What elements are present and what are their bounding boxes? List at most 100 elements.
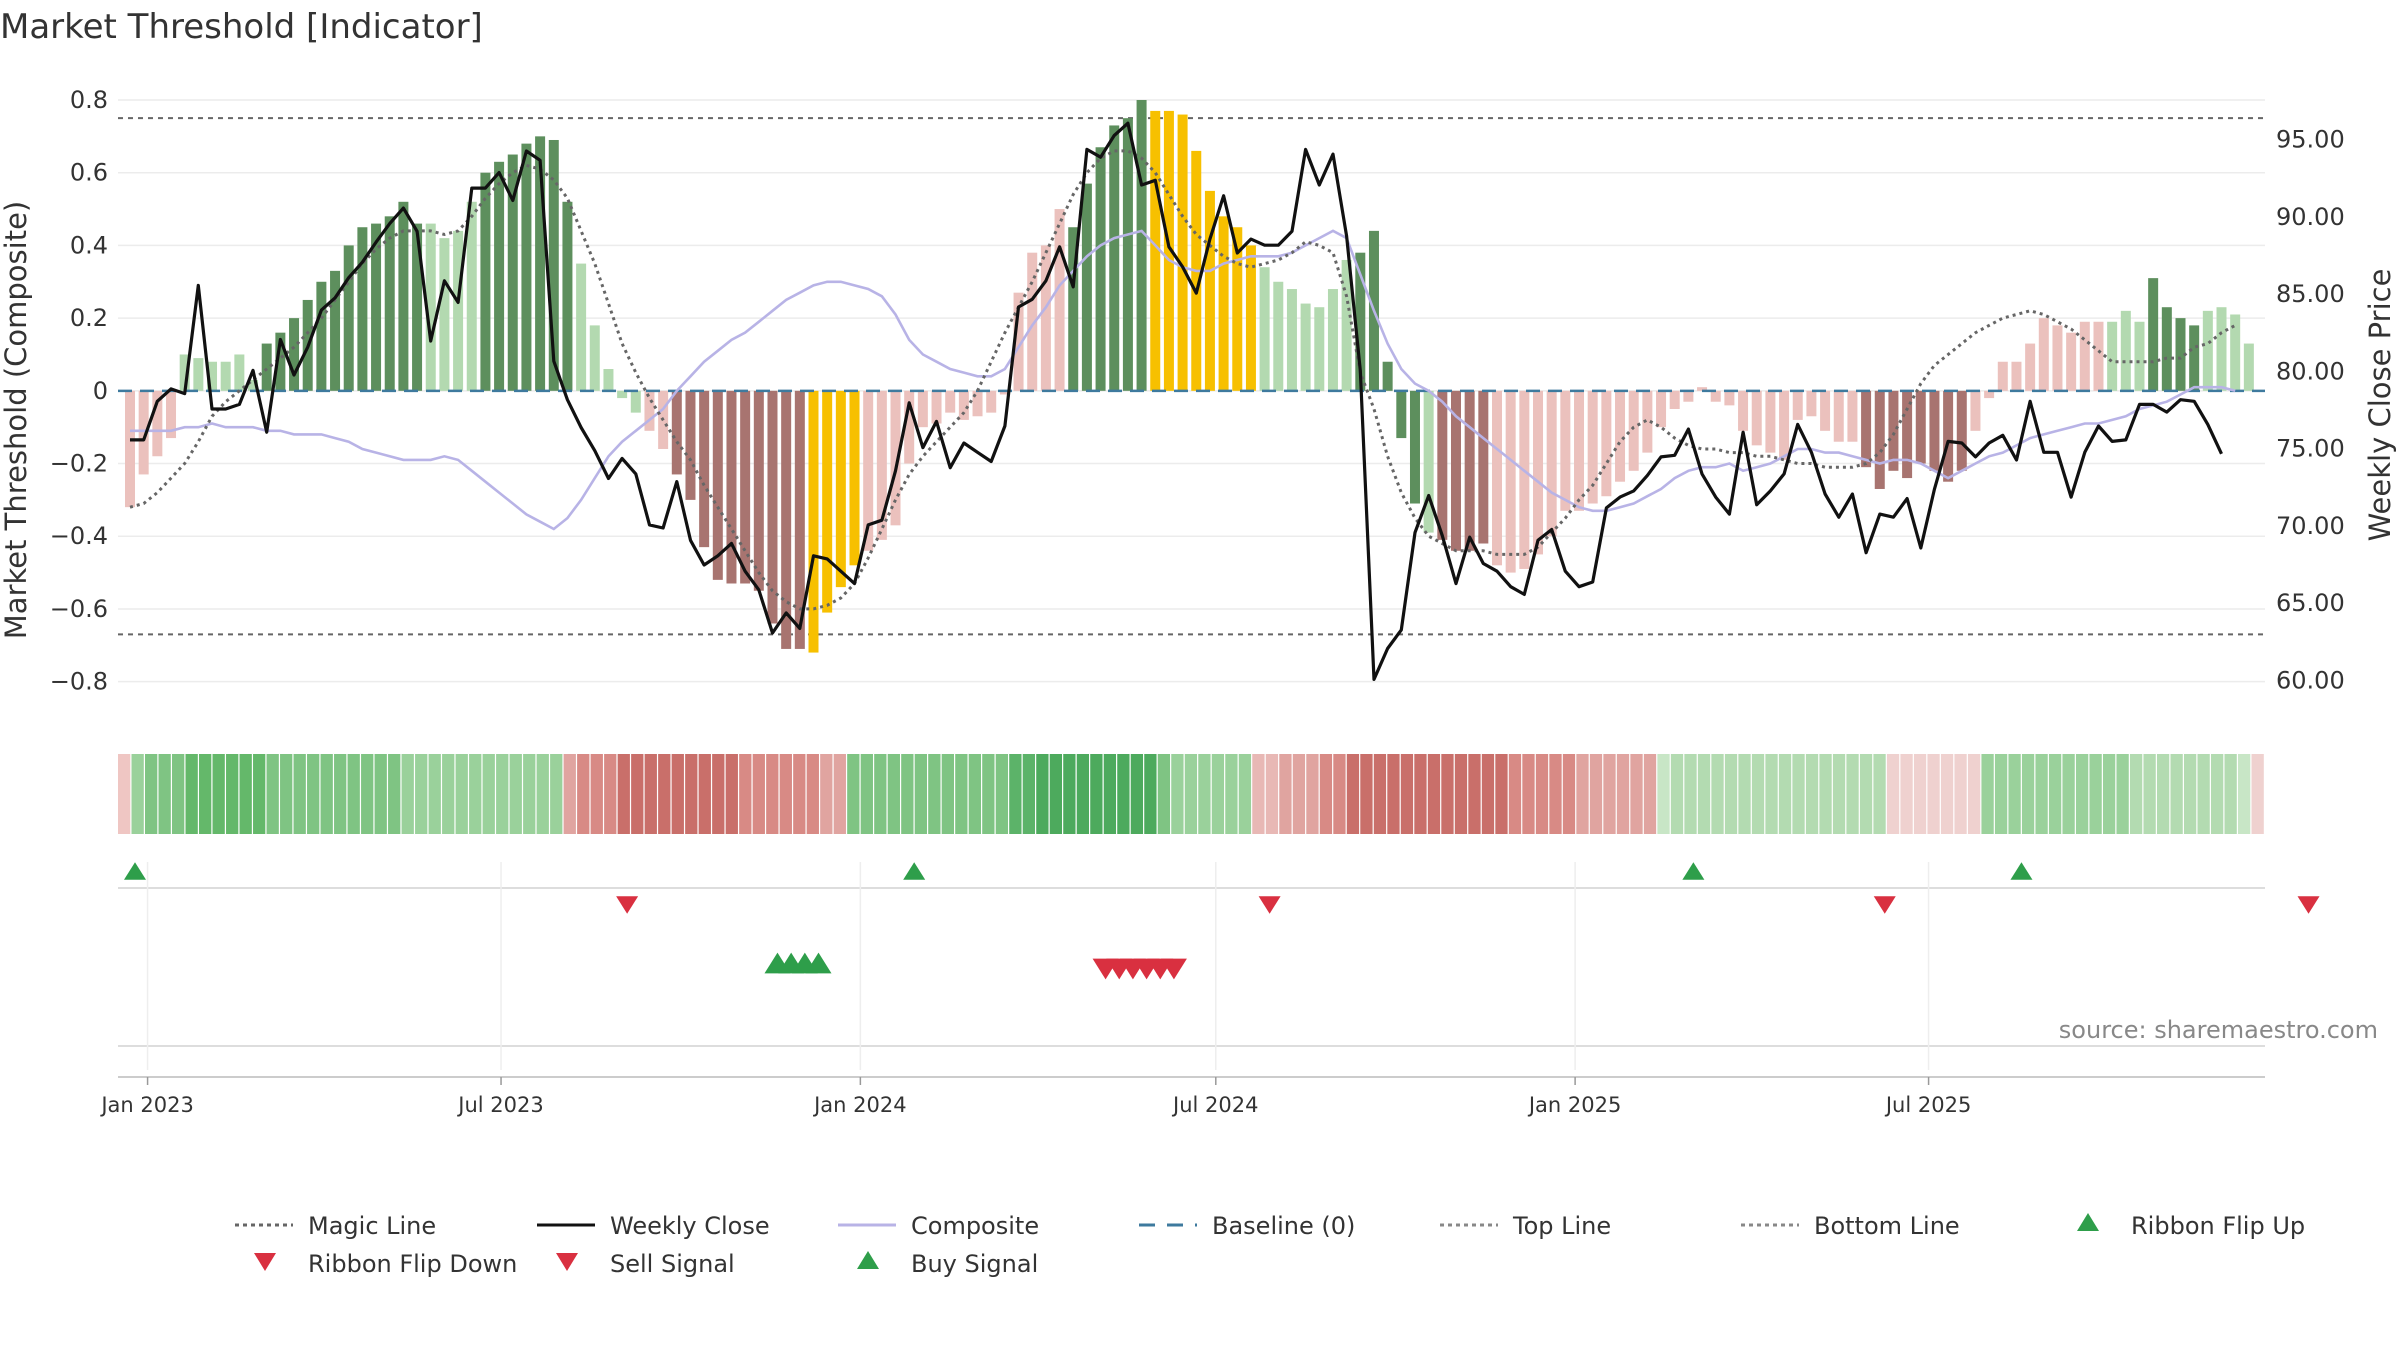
legend-label: Top Line [1512, 1212, 1611, 1240]
threshold-bar [1204, 190, 1215, 391]
ribbon-cell [1238, 754, 1252, 834]
threshold-bar [1450, 390, 1461, 551]
legend-label: Ribbon Flip Down [308, 1250, 517, 1278]
threshold-bar [890, 390, 901, 526]
threshold-bar [822, 390, 833, 613]
threshold-bar [576, 263, 587, 391]
ribbon-cell [2251, 754, 2264, 834]
ribbon-cell [1778, 754, 1792, 834]
ribbon-cell [1373, 754, 1387, 834]
ribbon-cell [1279, 754, 1292, 834]
ribbon-cell [2021, 754, 2035, 834]
right-tick-label: 60.00 [2276, 666, 2345, 694]
legend-label: Buy Signal [911, 1250, 1038, 1278]
legend-item: Top Line [1440, 1212, 1611, 1240]
threshold-bar [986, 390, 997, 413]
ribbon-flip-up-marker [903, 862, 926, 880]
ribbon-cell [2102, 754, 2116, 834]
ribbon-cell [887, 754, 900, 834]
threshold-bar [1122, 118, 1133, 391]
threshold-bar [220, 361, 231, 391]
threshold-bar [1724, 390, 1735, 406]
threshold-bar [1437, 390, 1448, 540]
ribbon-cell [1225, 754, 1238, 834]
threshold-bar [1929, 390, 1940, 471]
threshold-lines [118, 117, 2265, 636]
threshold-bar [685, 390, 696, 500]
threshold-bar [1013, 292, 1024, 391]
ribbon-cell [617, 754, 630, 834]
ribbon-cell [1427, 754, 1441, 834]
legend-item: Buy Signal [857, 1250, 1038, 1278]
ribbon-cell [280, 754, 293, 834]
ribbon-cell [1684, 754, 1697, 834]
threshold-bar [781, 390, 792, 649]
threshold-bar [1533, 390, 1544, 555]
threshold-bar [767, 390, 778, 624]
ribbon-cell [1576, 754, 1589, 834]
threshold-bar [958, 390, 969, 420]
threshold-bar [1423, 390, 1434, 533]
ribbon-cell [1738, 754, 1751, 834]
ribbon-cell [2156, 754, 2170, 834]
ribbon-cell [2237, 754, 2251, 834]
threshold-bar [835, 390, 846, 588]
threshold-bar [1300, 303, 1311, 391]
threshold-bar [1560, 390, 1571, 511]
threshold-bar [1697, 387, 1708, 391]
threshold-bar [2011, 361, 2022, 391]
ribbon-cell [1832, 754, 1846, 834]
legend-item: Baseline (0) [1139, 1212, 1355, 1240]
threshold-bar [2038, 318, 2049, 391]
threshold-bar [1833, 390, 1844, 442]
ribbon-cell [1562, 754, 1576, 834]
threshold-bar [2175, 318, 2186, 391]
weekly-close-line [130, 121, 2223, 682]
threshold-bar [371, 223, 382, 391]
ribbon-cell [779, 754, 792, 834]
ribbon-cell [1873, 754, 1886, 834]
threshold-bar [1587, 390, 1598, 504]
legend-item: Magic Line [235, 1212, 436, 1240]
ribbon-cell [1603, 754, 1616, 834]
ribbon-cell [914, 754, 927, 834]
threshold-bar [2148, 278, 2159, 391]
threshold-bar [1669, 390, 1680, 409]
ribbon-cell [590, 754, 603, 834]
threshold-bar [166, 390, 177, 439]
x-tick-label: Jan 2025 [1527, 1093, 1622, 1117]
ribbon-flip-down-marker [616, 896, 639, 914]
ribbon-cell [455, 754, 468, 834]
ribbon-cell [253, 754, 266, 834]
ribbon-cell [631, 754, 644, 834]
ribbon-cell [212, 754, 225, 834]
ribbon-cell [2116, 754, 2129, 834]
ribbon-cell [1022, 754, 1036, 834]
threshold-bar [1396, 390, 1407, 439]
threshold-bar [617, 390, 628, 399]
ribbon-cell [482, 754, 495, 834]
threshold-bar [589, 325, 600, 391]
legend-label: Sell Signal [610, 1250, 735, 1278]
ribbon-flip-up-marker [124, 862, 146, 880]
ribbon-cell [1292, 754, 1306, 834]
threshold-bar [1150, 110, 1161, 391]
threshold-bar [2189, 325, 2200, 391]
threshold-bar [2120, 310, 2131, 391]
ribbon-cell [874, 754, 887, 834]
threshold-bar [357, 227, 368, 391]
ribbon-cell [1670, 754, 1684, 834]
ribbon-cell [1306, 754, 1319, 834]
threshold-bar [1068, 227, 1079, 391]
threshold-bar [330, 270, 341, 391]
threshold-bar [2202, 310, 2213, 391]
legend-label: Composite [911, 1212, 1039, 1240]
left-tick-label: 0.4 [70, 231, 108, 259]
ribbon-cell [2170, 754, 2183, 834]
ribbon-cell [806, 754, 819, 834]
ribbon-cell [1400, 754, 1414, 834]
threshold-bar [439, 238, 450, 391]
ribbon-cell [901, 754, 914, 834]
threshold-bar [152, 390, 163, 457]
threshold-bar [1382, 361, 1393, 391]
